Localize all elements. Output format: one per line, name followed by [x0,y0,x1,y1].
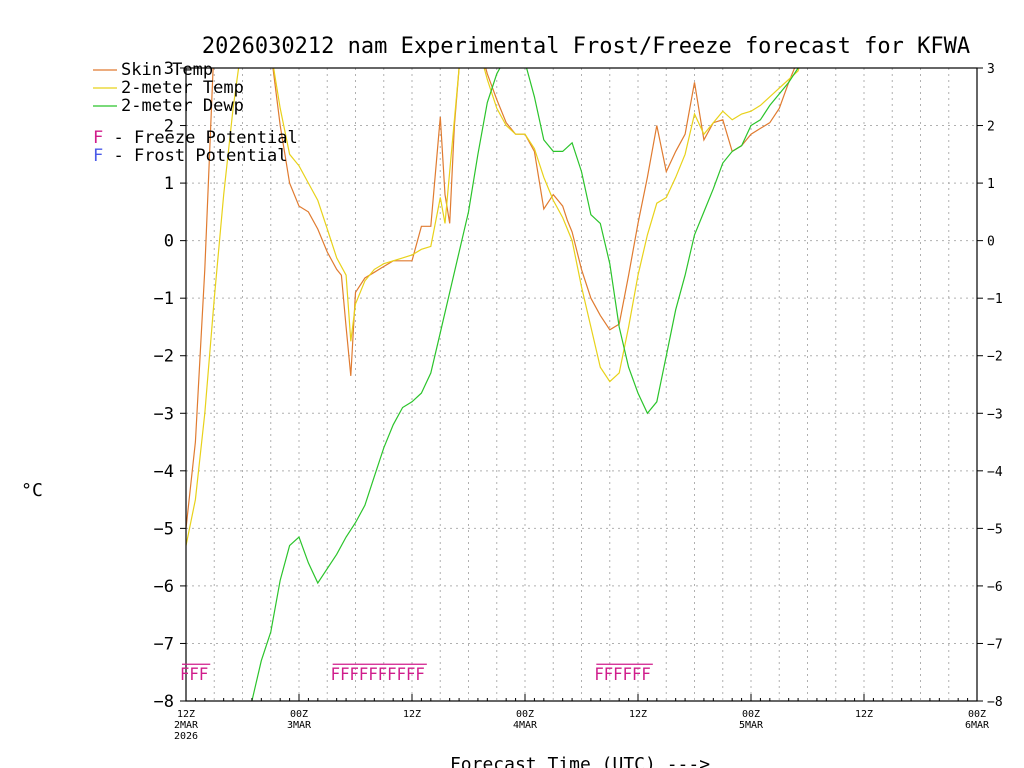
y-tick-label-right: −3 [987,407,1003,422]
series-lines [186,68,800,701]
freeze-run-label: FFF [180,665,208,685]
y-tick-label: −8 [154,692,174,712]
potential-legend-item: F - Frost Potential [93,146,287,166]
x-tick-label: 12Z [855,709,873,720]
x-tick-label: 12Z [629,709,647,720]
x-axis-label: Forecast Time (UTC) ---> [450,754,710,768]
y-tick-label-right: −5 [987,522,1003,537]
y-tick-label-right: −7 [987,637,1003,652]
plot-frame [185,67,978,702]
y-tick-label: −2 [154,347,174,367]
y-tick-label-right: −6 [987,580,1003,595]
legend-label: 2-meter Temp [121,78,244,98]
y-tick-label-right: −8 [987,695,1003,710]
y-tick-label-right: 0 [987,235,995,250]
y-axis-label: °C [21,480,43,501]
x-tick-label: 12Z [403,709,421,720]
y-tick-label-right: −4 [987,465,1003,480]
y-tick-label-right: 2 [987,120,995,135]
y-tick-label: −5 [154,519,174,539]
series-line-skin-temp [186,68,796,529]
y-tick-label: −4 [154,462,174,482]
chart-title: 2026030212 nam Experimental Frost/Freeze… [202,34,970,59]
potential-legend-item: F - Freeze Potential [93,128,298,148]
legend-label: Skin Temp [121,60,213,80]
x-tick-label: 4MAR [513,720,538,731]
y-tick-label: 3 [164,59,174,79]
y-tick-label: 0 [164,232,174,252]
series-line-2-meter-temp [186,68,800,546]
y-tick-label-right: −1 [987,292,1003,307]
x-tick-label: 5MAR [739,720,764,731]
grid-lines [186,68,977,701]
x-tick-label: 6MAR [965,720,990,731]
legend-label: 2-meter Dewp [121,96,244,116]
x-tick-label: 2026 [174,731,198,742]
y-tick-label-right: −2 [987,350,1003,365]
y-tick-label-right: 3 [987,62,995,77]
y-tick-label: −6 [154,577,174,597]
x-tick-label: 00Z [290,709,308,720]
x-tick-label: 00Z [516,709,534,720]
y-tick-label: 1 [164,174,174,194]
freeze-run-label: FFFFFFFFFF [331,665,425,685]
x-tick-label: 00Z [742,709,760,720]
x-tick-label: 00Z [968,709,986,720]
y-tick-label: −1 [154,289,174,309]
x-tick-label: 3MAR [287,720,312,731]
y-axis-right: −8 −7 −6 −5 −4 −3 −2 −1 0 1 2 3 [194,62,1003,710]
freeze-potential-markers: FFF FFFFFFFFFF FFFFFF [180,663,653,685]
series-line-2-meter-dewp [251,68,799,701]
y-tick-label: 2 [164,117,174,137]
freeze-run-label: FFFFFF [594,665,651,685]
y-tick-label: −3 [154,404,174,424]
y-axis-left: −8 −7 −6 −5 −4 −3 −2 −1 0 1 2 3 [154,59,186,712]
y-tick-label-right: 1 [987,177,995,192]
y-tick-label: −7 [154,634,174,654]
x-tick-label: 12Z [177,709,195,720]
x-tick-label: 2MAR [174,720,199,731]
